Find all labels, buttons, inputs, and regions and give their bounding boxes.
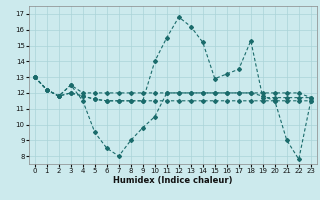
X-axis label: Humidex (Indice chaleur): Humidex (Indice chaleur): [113, 176, 233, 185]
